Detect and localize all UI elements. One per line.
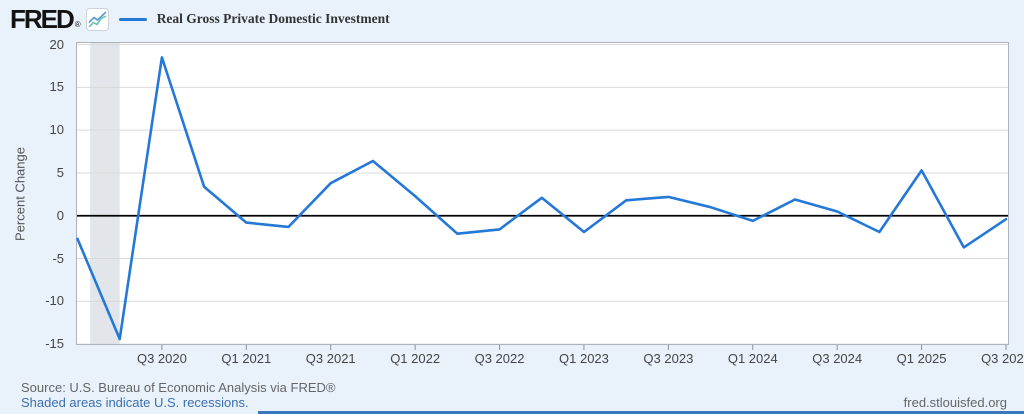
x-tick-label: Q1 2024: [727, 351, 778, 366]
plot-border: [76, 42, 1009, 345]
x-tick-label: Q3 2022: [474, 351, 525, 366]
series-legend: Real Gross Private Domestic Investment: [118, 11, 390, 27]
series-legend-label[interactable]: Real Gross Private Domestic Investment: [156, 11, 390, 26]
registered-trademark-icon: ®: [74, 20, 81, 29]
x-axis-tick-labels: Q3 2020 Q1 2021 Q3 2021 Q1 2022 Q3 2022 Q1 20…: [76, 349, 1024, 367]
x-tick-label: Q3 2020: [136, 351, 187, 366]
y-tick-label: 0: [56, 207, 64, 223]
x-tick-label: Q3 2025: [981, 351, 1024, 366]
y-tick-label: 5: [56, 164, 64, 180]
source-note: Source: U.S. Bureau of Economic Analysis…: [21, 380, 336, 395]
y-tick-label: 15: [49, 79, 64, 95]
bottom-accent-bar: [258, 411, 1024, 414]
x-tick-label: Q3 2021: [305, 351, 356, 366]
x-tick-label: Q1 2022: [390, 351, 441, 366]
y-tick-label: -15: [45, 336, 64, 352]
legend-line-swatch: [118, 17, 147, 21]
series-line[interactable]: [76, 56, 1008, 341]
plot-area-bg: [76, 42, 1009, 345]
recession-band: [90, 43, 120, 344]
y-tick-label: -5: [52, 250, 64, 266]
y-tick-label: 10: [49, 122, 64, 138]
fred-site-link[interactable]: fred.stlouisfed.org: [903, 395, 1007, 410]
y-tick-label: 20: [49, 36, 64, 52]
fred-sparkline-icon: [85, 7, 109, 31]
y-axis-tick-labels: 20 15 10 5 0 -5 -10 -15: [0, 37, 70, 352]
x-tick-label: Q1 2021: [221, 351, 272, 366]
fred-logo[interactable]: FRED ®: [10, 6, 81, 32]
chart-header: FRED ® Real Gross Private Domestic Inves…: [10, 4, 390, 34]
x-tick-label: Q1 2025: [896, 351, 947, 366]
fred-logo-text: FRED: [10, 4, 75, 34]
y-tick-label: -10: [45, 293, 64, 309]
x-tick-label: Q3 2023: [643, 351, 694, 366]
plot-area[interactable]: [76, 42, 1009, 352]
x-tick-label: Q3 2024: [812, 351, 863, 366]
x-tick-label: Q1 2023: [559, 351, 609, 366]
recession-note-link[interactable]: Shaded areas indicate U.S. recessions.: [21, 395, 249, 410]
